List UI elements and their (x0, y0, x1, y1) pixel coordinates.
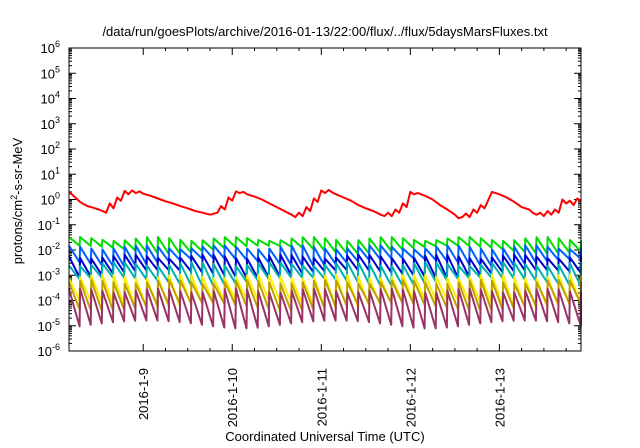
y-tick-exponent: 4 (55, 90, 60, 100)
y-tick-exponent: 0 (55, 191, 60, 201)
y-tick-label: 100 (41, 191, 60, 208)
y-tick-base: 10 (38, 319, 52, 334)
series-line-5 (68, 261, 582, 287)
y-tick-exponent: -3 (52, 266, 60, 276)
y-tick-exponent: 3 (55, 115, 60, 125)
y-tick-base: 10 (41, 66, 55, 81)
y-tick-exponent: 6 (55, 39, 60, 49)
x-axis-ticks: 2016-1-9 2016-1-10 2016-1-11 2016-1-12 2016-… (136, 48, 567, 427)
y-tick-label: 101 (41, 165, 60, 182)
y-tick-exponent: 5 (55, 64, 60, 74)
plot-frame (68, 47, 582, 352)
y-tick-label: 104 (41, 90, 60, 107)
y-tick-label: 10-3 (38, 266, 60, 283)
y-axis-ticks: 10-610-510-410-310-210-11001011021031041… (38, 39, 581, 359)
series-line-8 (68, 287, 582, 330)
x-tick-label: 2016-1-13 (492, 368, 507, 427)
y-tick-base: 10 (41, 142, 55, 157)
y-tick-base: 10 (38, 344, 52, 359)
y-tick-exponent: -2 (52, 241, 60, 251)
y-axis-label-sup: 2 (9, 195, 19, 200)
chart-title: /data/run/goesPlots/archive/2016-01-13/2… (102, 24, 548, 39)
x-axis-label: Coordinated Universal Time (UTC) (225, 429, 424, 444)
y-axis-label: protons/cm2-s-sr-MeV (9, 137, 25, 264)
y-tick-label: 105 (41, 64, 60, 81)
y-tick-exponent: -1 (52, 216, 60, 226)
y-tick-base: 10 (41, 167, 55, 182)
y-tick-label: 10-1 (38, 216, 60, 233)
x-tick-label: 2016-1-10 (225, 368, 240, 427)
y-tick-label: 10-4 (38, 292, 60, 309)
series-line-1 (68, 188, 582, 220)
y-axis-label-suffix: -s-sr-MeV (10, 137, 25, 194)
y-tick-label: 10-2 (38, 241, 60, 258)
y-tick-base: 10 (38, 294, 52, 309)
y-tick-label: 103 (41, 115, 60, 132)
y-tick-base: 10 (41, 92, 55, 107)
y-tick-exponent: -5 (52, 317, 60, 327)
y-tick-label: 10-5 (38, 317, 60, 334)
x-tick-label: 2016-1-11 (314, 368, 329, 426)
y-tick-base: 10 (38, 268, 52, 283)
series-lines (68, 188, 582, 330)
y-tick-label: 102 (41, 140, 60, 157)
y-tick-label: 10-6 (38, 342, 60, 359)
y-axis-label-prefix: protons/cm (10, 200, 25, 264)
y-tick-exponent: -4 (52, 292, 60, 302)
y-tick-exponent: 2 (55, 140, 60, 150)
y-tick-base: 10 (41, 193, 55, 208)
y-tick-exponent: 1 (55, 165, 60, 175)
y-tick-exponent: -6 (52, 342, 60, 352)
y-tick-base: 10 (41, 117, 55, 132)
x-tick-label: 2016-1-9 (136, 368, 151, 420)
y-tick-base: 10 (41, 41, 55, 56)
series-line-2 (68, 236, 582, 255)
y-tick-base: 10 (38, 243, 52, 258)
x-tick-label: 2016-1-12 (403, 368, 418, 427)
y-tick-base: 10 (38, 218, 52, 233)
y-tick-label: 106 (41, 39, 60, 56)
